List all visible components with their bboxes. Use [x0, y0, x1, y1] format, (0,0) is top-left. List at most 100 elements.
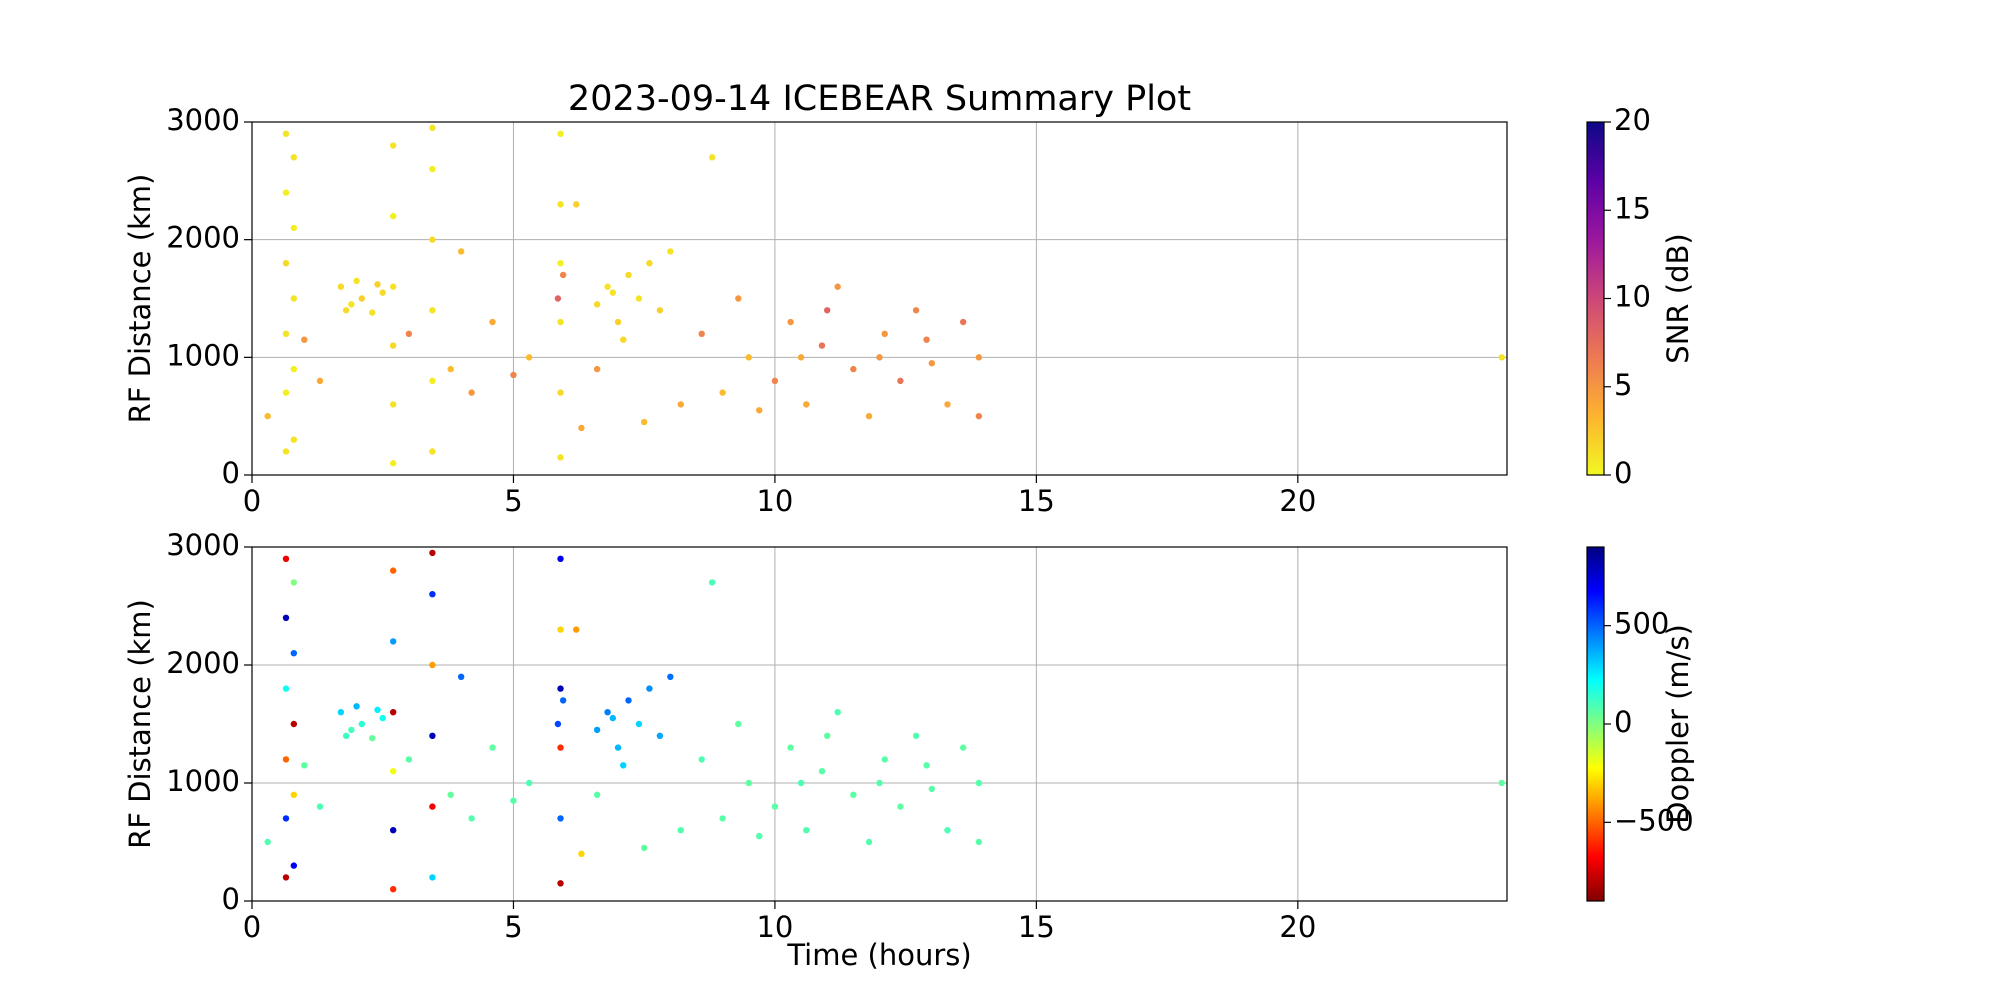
- point: [719, 815, 726, 822]
- colorbar: [1586, 546, 1605, 902]
- point: [646, 685, 653, 692]
- colorbar-tick-label: 500: [1614, 607, 1669, 641]
- point: [282, 130, 290, 137]
- point: [301, 336, 308, 343]
- colorbar-tick-label: 0: [1614, 456, 1632, 490]
- point: [897, 377, 904, 385]
- point: [620, 336, 627, 343]
- point: [959, 744, 967, 751]
- point: [468, 389, 475, 396]
- colorbar-tick-label: 5: [1614, 368, 1632, 402]
- point: [290, 720, 298, 728]
- point: [429, 124, 436, 132]
- point: [667, 248, 674, 255]
- x-tick-label: 10: [756, 910, 793, 944]
- point: [429, 732, 436, 739]
- point: [379, 714, 386, 722]
- point: [282, 260, 290, 267]
- point: [457, 673, 465, 680]
- point: [389, 768, 397, 775]
- point: [876, 779, 883, 787]
- point: [389, 827, 397, 834]
- point: [640, 418, 648, 426]
- point: [468, 815, 475, 822]
- point: [912, 732, 920, 739]
- point: [787, 318, 794, 326]
- point: [316, 377, 324, 385]
- point: [290, 579, 298, 586]
- point: [834, 709, 841, 716]
- point: [593, 791, 601, 798]
- point: [557, 260, 564, 267]
- point: [975, 354, 983, 361]
- point: [374, 706, 381, 714]
- point: [975, 779, 983, 787]
- point: [593, 301, 601, 308]
- plot-frame: [251, 546, 1508, 902]
- point: [771, 803, 779, 810]
- point: [554, 720, 562, 728]
- point: [557, 880, 564, 887]
- point: [923, 762, 930, 769]
- x-tick-label: 15: [1018, 910, 1055, 944]
- point: [865, 412, 873, 420]
- point: [282, 874, 290, 881]
- point: [264, 412, 271, 420]
- point: [447, 791, 454, 798]
- x-tick-label: 5: [504, 910, 522, 944]
- point: [557, 815, 564, 822]
- point: [389, 886, 397, 893]
- point: [635, 295, 643, 302]
- point: [489, 744, 496, 751]
- x-axis-label: Time (hours): [786, 938, 971, 972]
- point: [787, 744, 794, 751]
- point: [557, 201, 564, 208]
- point: [290, 650, 298, 657]
- point: [389, 142, 397, 149]
- point: [975, 412, 983, 420]
- point: [928, 360, 935, 367]
- point: [559, 697, 567, 704]
- point: [557, 389, 564, 396]
- point: [457, 248, 465, 255]
- point: [745, 779, 752, 787]
- x-tick-label: 0: [243, 484, 261, 518]
- point: [282, 389, 290, 396]
- point: [389, 460, 397, 467]
- point: [614, 318, 622, 326]
- point: [557, 555, 564, 562]
- point: [620, 762, 627, 769]
- point: [897, 803, 904, 810]
- point: [656, 307, 664, 314]
- point: [881, 330, 888, 337]
- point: [510, 797, 517, 804]
- point: [282, 756, 290, 763]
- point: [578, 850, 585, 857]
- point: [803, 401, 810, 408]
- point: [290, 862, 298, 869]
- point: [290, 436, 298, 443]
- point: [824, 307, 831, 314]
- y-tick-label: 2000: [166, 646, 240, 680]
- colorbar-label: Doppler (m/s): [1661, 624, 1695, 824]
- point: [429, 874, 436, 881]
- point: [625, 697, 632, 704]
- point: [405, 756, 413, 763]
- point: [604, 709, 611, 716]
- point: [358, 720, 366, 728]
- point: [609, 289, 617, 296]
- point: [635, 720, 643, 728]
- point: [337, 283, 345, 290]
- point: [389, 283, 397, 290]
- point: [429, 549, 436, 557]
- point: [557, 130, 564, 137]
- point: [429, 377, 436, 385]
- point: [429, 307, 436, 314]
- y-tick-label: 2000: [166, 221, 240, 255]
- point: [944, 827, 951, 834]
- y-tick-label: 1000: [166, 764, 240, 798]
- chart-title: 2023-09-14 ICEBEAR Summary Plot: [568, 79, 1191, 119]
- point: [818, 342, 826, 349]
- point: [593, 726, 601, 734]
